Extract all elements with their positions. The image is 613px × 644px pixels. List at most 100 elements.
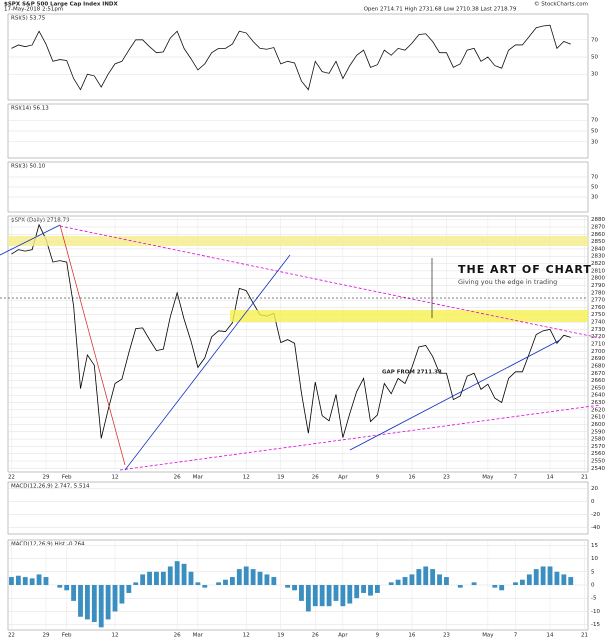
bar [457, 585, 463, 588]
y-tick-label: 2880 [591, 217, 605, 223]
panel: RSI(14) 56.13 30 50 70 [7, 103, 598, 159]
trendline [59, 224, 126, 466]
y-tick-label: 2810 [591, 268, 605, 274]
bar [154, 571, 159, 585]
trendline [124, 254, 291, 471]
bar [423, 566, 429, 585]
y-tick-label: 2770 [591, 298, 605, 304]
panel: RSI(3) 50.10 30 50 70 [7, 161, 598, 213]
y-tick-label: 2820 [591, 261, 605, 267]
bar [71, 585, 77, 601]
x-tick-label: 9 [376, 633, 380, 639]
bar [513, 582, 518, 585]
bar [361, 585, 367, 593]
resistance-band [230, 310, 588, 322]
bar [326, 585, 332, 607]
logo-title: THE ART OF CHART [458, 263, 592, 276]
y-tick-label: 2840 [591, 246, 605, 252]
y-tick-label: 70 [591, 37, 598, 43]
y-tick-label: 2730 [591, 327, 605, 333]
y-tick-label: 2860 [591, 232, 605, 238]
x-tick-label: 14 [547, 475, 554, 481]
bar [299, 585, 304, 601]
bar [133, 582, 139, 585]
y-tick-label: 2580 [591, 437, 605, 443]
y-tick-label: 50 [591, 129, 598, 135]
y-tick-label: 2690 [591, 356, 605, 362]
bar [57, 585, 63, 588]
x-tick-label: 22 [8, 633, 15, 639]
x-tick-label: Feb [62, 475, 72, 481]
y-tick-label: 30 [591, 195, 598, 201]
bar [147, 571, 152, 585]
bar [264, 574, 270, 585]
y-tick-label: 2550 [591, 459, 605, 465]
bar [188, 571, 194, 585]
bar [36, 574, 42, 585]
y-tick-label: 2590 [591, 429, 605, 435]
bar [388, 582, 394, 585]
y-tick-label: 2680 [591, 363, 605, 369]
bar [15, 575, 21, 585]
panel-title: $SPX (Daily) 2718.79 [11, 218, 70, 224]
bar [64, 585, 70, 591]
y-tick-label: 2600 [591, 422, 605, 428]
source: © StockCharts.com [534, 1, 588, 8]
x-tick-label: Mar [193, 633, 204, 639]
bar [430, 569, 436, 585]
y-tick-label: 30 [591, 139, 598, 145]
y-tick-label: 5 [591, 569, 595, 575]
bar [354, 585, 360, 599]
panel: RSI(5) 53.75 30 50 70 [7, 13, 598, 101]
panel: MACD(12,26,9) Hist -0.764 -15 -10 -5 0 5 10 15 2… [7, 539, 600, 639]
bar [499, 585, 505, 591]
bar [409, 574, 415, 585]
panel: MACD(12,26,9) 2.747, 5.514 -40 -20 0 20 [7, 481, 600, 535]
bar [533, 569, 539, 585]
x-tick-label: 19 [277, 475, 284, 481]
bar [340, 585, 346, 607]
bar [22, 577, 28, 585]
panel-title: MACD(12,26,9) Hist -0.764 [11, 542, 85, 548]
y-tick-label: 2800 [591, 276, 605, 282]
y-tick-label: 2540 [591, 466, 605, 472]
y-tick-label: 2870 [591, 224, 605, 230]
resistance-band [8, 236, 588, 246]
bar [229, 577, 235, 585]
x-tick-label: 29 [42, 475, 49, 481]
bar [126, 585, 132, 593]
x-tick-label: 14 [547, 633, 554, 639]
bar [78, 585, 83, 617]
panel-title: MACD(12,26,9) 2.747, 5.514 [11, 484, 90, 490]
bar [98, 585, 104, 628]
logo-tagline: Giving you the edge in trading [458, 278, 557, 286]
y-tick-label: 70 [591, 118, 598, 124]
bar [236, 569, 242, 585]
bar [305, 585, 311, 612]
y-tick-label: 2630 [591, 400, 605, 406]
bar [160, 571, 166, 585]
x-tick-label: 29 [42, 633, 49, 639]
bar [105, 585, 111, 620]
y-tick-label: 10 [591, 556, 598, 562]
x-tick-label: 12 [112, 475, 119, 481]
x-tick-label: 26 [312, 633, 319, 639]
y-tick-label: 2650 [591, 385, 605, 391]
annotations: GAP FROM 2711.33 THE ART OF CHART Giving… [0, 224, 601, 471]
x-tick-label: 23 [443, 633, 450, 639]
y-tick-label: 2560 [591, 451, 605, 457]
x-tick-label: May [482, 475, 494, 481]
x-tick-label: 16 [408, 633, 415, 639]
bar [195, 582, 201, 585]
y-tick-label: 2830 [591, 254, 605, 260]
trendline [59, 225, 601, 339]
bar [119, 585, 125, 604]
bar [112, 585, 118, 612]
x-tick-label: 12 [243, 475, 250, 481]
bar [250, 569, 256, 585]
y-tick-label: 50 [591, 185, 598, 191]
bar [257, 571, 263, 585]
x-tick-label: 26 [174, 475, 181, 481]
y-tick-label: 50 [591, 55, 598, 61]
